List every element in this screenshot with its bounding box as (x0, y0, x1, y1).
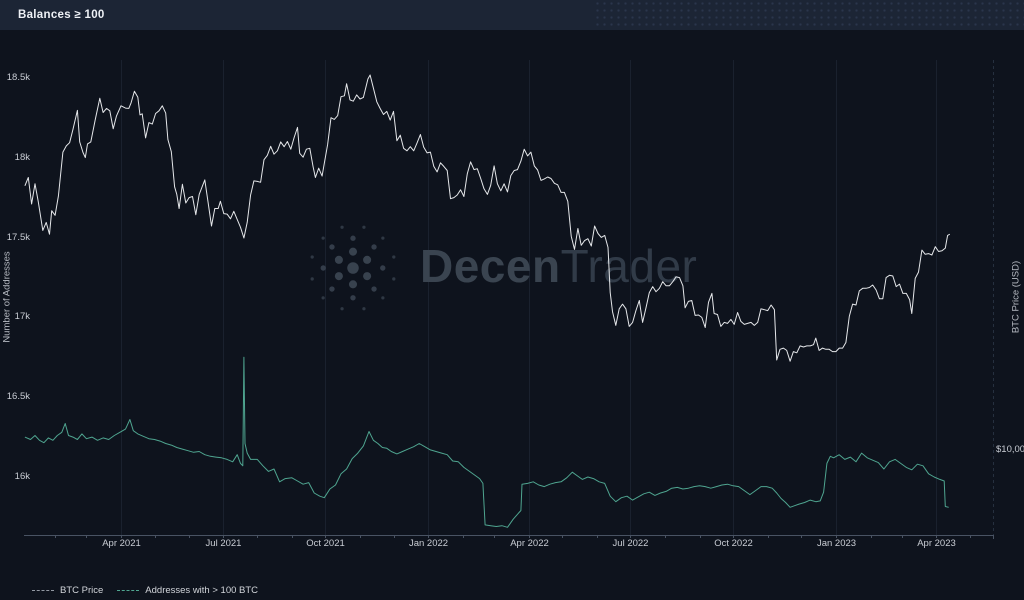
y-left-tick-label: 17.5k (6, 231, 30, 243)
chart-header: Balances ≥ 100 (0, 0, 1024, 30)
x-tick-label: Apr 2023 (917, 538, 956, 549)
y-right-tick-label: $10,000 (996, 444, 1024, 455)
y-left-tick-label: 18.5k (6, 72, 30, 83)
legend-item-btc-price[interactable]: BTC Price (32, 585, 103, 596)
legend-label-btc-price: BTC Price (60, 585, 104, 596)
legend: BTC Price Addresses with > 100 BTC (32, 584, 258, 597)
watermark-text-light: Trader (560, 240, 698, 292)
y-axis-title-left: Number of Addresses (1, 251, 13, 343)
y-left-tick-label: 16k (14, 471, 30, 482)
watermark-wordmark: DecenTrader (420, 240, 697, 292)
x-tick-label: Jan 2023 (816, 538, 857, 549)
x-tick-label: Apr 2022 (510, 538, 549, 549)
watermark-text-bold: Decen (420, 240, 561, 292)
chart-title: Balances ≥ 100 (18, 9, 105, 21)
x-tick-label: Jul 2021 (205, 538, 242, 549)
series-line-btc-price (24, 74, 951, 362)
legend-swatch-addresses (117, 590, 140, 591)
x-tick-label: Oct 2021 (306, 538, 345, 549)
legend-item-addresses[interactable]: Addresses with > 100 BTC (117, 585, 258, 596)
x-tick-label: Oct 2022 (714, 538, 753, 549)
legend-label-addresses: Addresses with > 100 BTC (145, 585, 259, 596)
header-dot-pattern (594, 0, 1024, 30)
x-tick-label: Apr 2021 (102, 538, 141, 549)
y-axis-title-right: BTC Price (USD) (1010, 260, 1022, 334)
series-line-addresses (24, 356, 949, 528)
y-left-tick-label: 16.5k (6, 391, 30, 403)
decentrader-logo-icon (310, 225, 396, 311)
x-tick-label: Jan 2022 (408, 538, 449, 549)
legend-swatch-btc-price (32, 590, 54, 591)
x-tick-label: Jul 2022 (612, 538, 649, 549)
y-left-tick-label: 18k (14, 151, 30, 163)
y-left-tick-label: 17k (14, 311, 30, 323)
